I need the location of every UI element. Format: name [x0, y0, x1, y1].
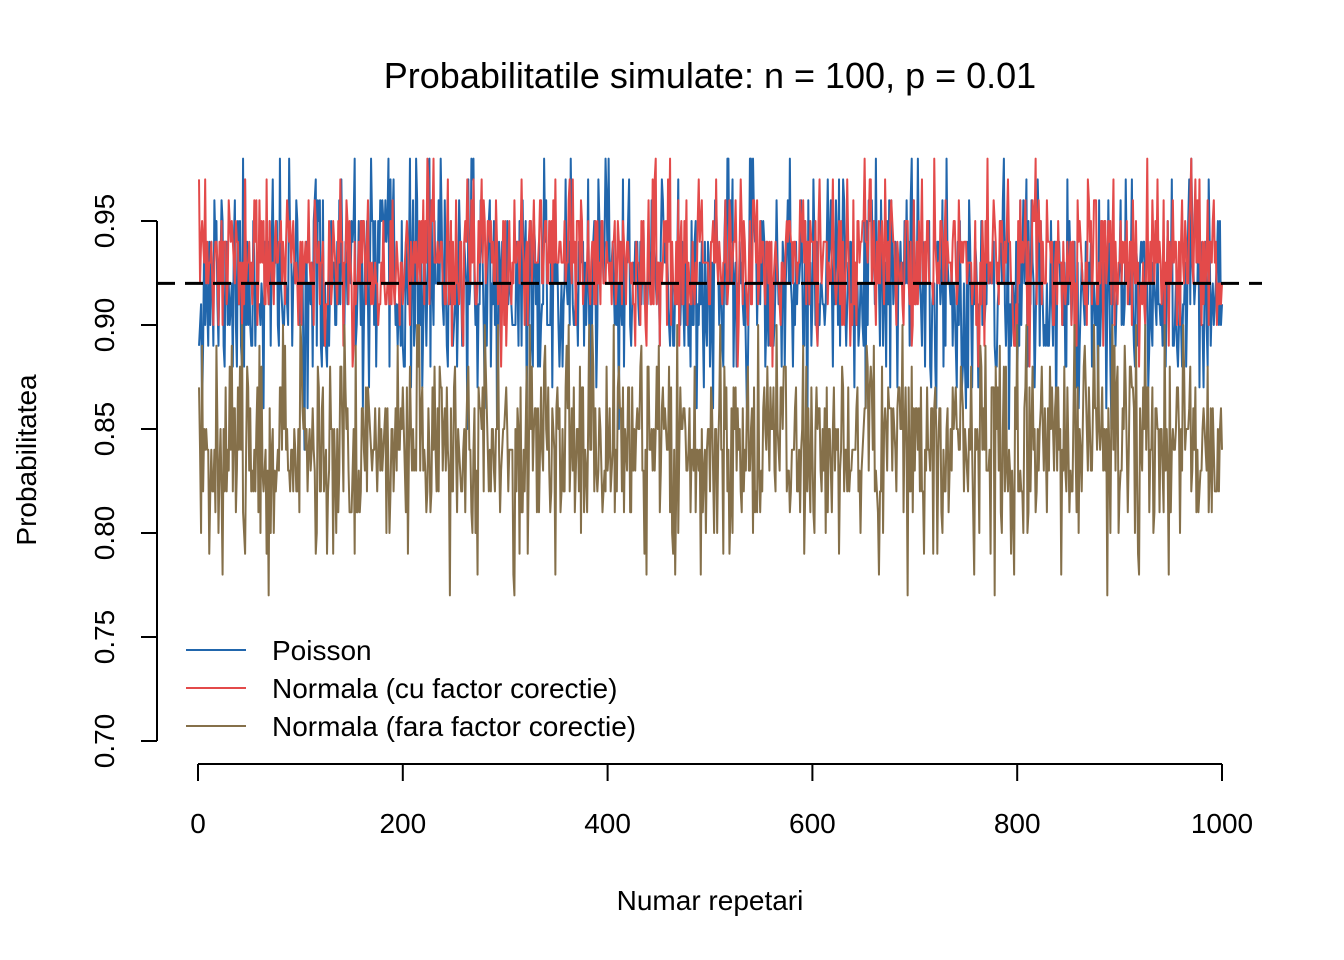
series-line-1 — [198, 157, 1223, 368]
y-tick-label: 0.85 — [89, 402, 120, 457]
chart-title: Probabilitatile simulate: n = 100, p = 0… — [384, 55, 1036, 96]
x-tick-label: 0 — [190, 808, 206, 839]
y-axis-label: Probabilitatea — [11, 374, 42, 546]
y-tick-label: 0.75 — [89, 610, 120, 665]
y-tick-label: 0.80 — [89, 506, 120, 561]
x-axis: 0 200 400 600 800 1000 — [190, 764, 1253, 839]
plot-area — [198, 157, 1223, 597]
x-tick-label: 200 — [379, 808, 426, 839]
legend-label-1: Normala (cu factor corectie) — [272, 673, 617, 704]
legend-label-2: Normala (fara factor corectie) — [272, 711, 636, 742]
x-tick-label: 600 — [789, 808, 836, 839]
y-axis: 0.70 0.75 0.80 0.85 0.90 0.95 — [89, 194, 157, 769]
x-tick-label: 1000 — [1191, 808, 1253, 839]
x-tick-label: 400 — [584, 808, 631, 839]
legend-label-0: Poisson — [272, 635, 372, 666]
series-line-2 — [198, 324, 1223, 597]
x-axis-label: Numar repetari — [617, 885, 804, 916]
legend: Poisson Normala (cu factor corectie) Norma… — [186, 635, 636, 742]
y-tick-label: 0.90 — [89, 298, 120, 353]
y-tick-label: 0.70 — [89, 714, 120, 769]
x-tick-label: 800 — [994, 808, 1041, 839]
y-tick-label: 0.95 — [89, 194, 120, 249]
